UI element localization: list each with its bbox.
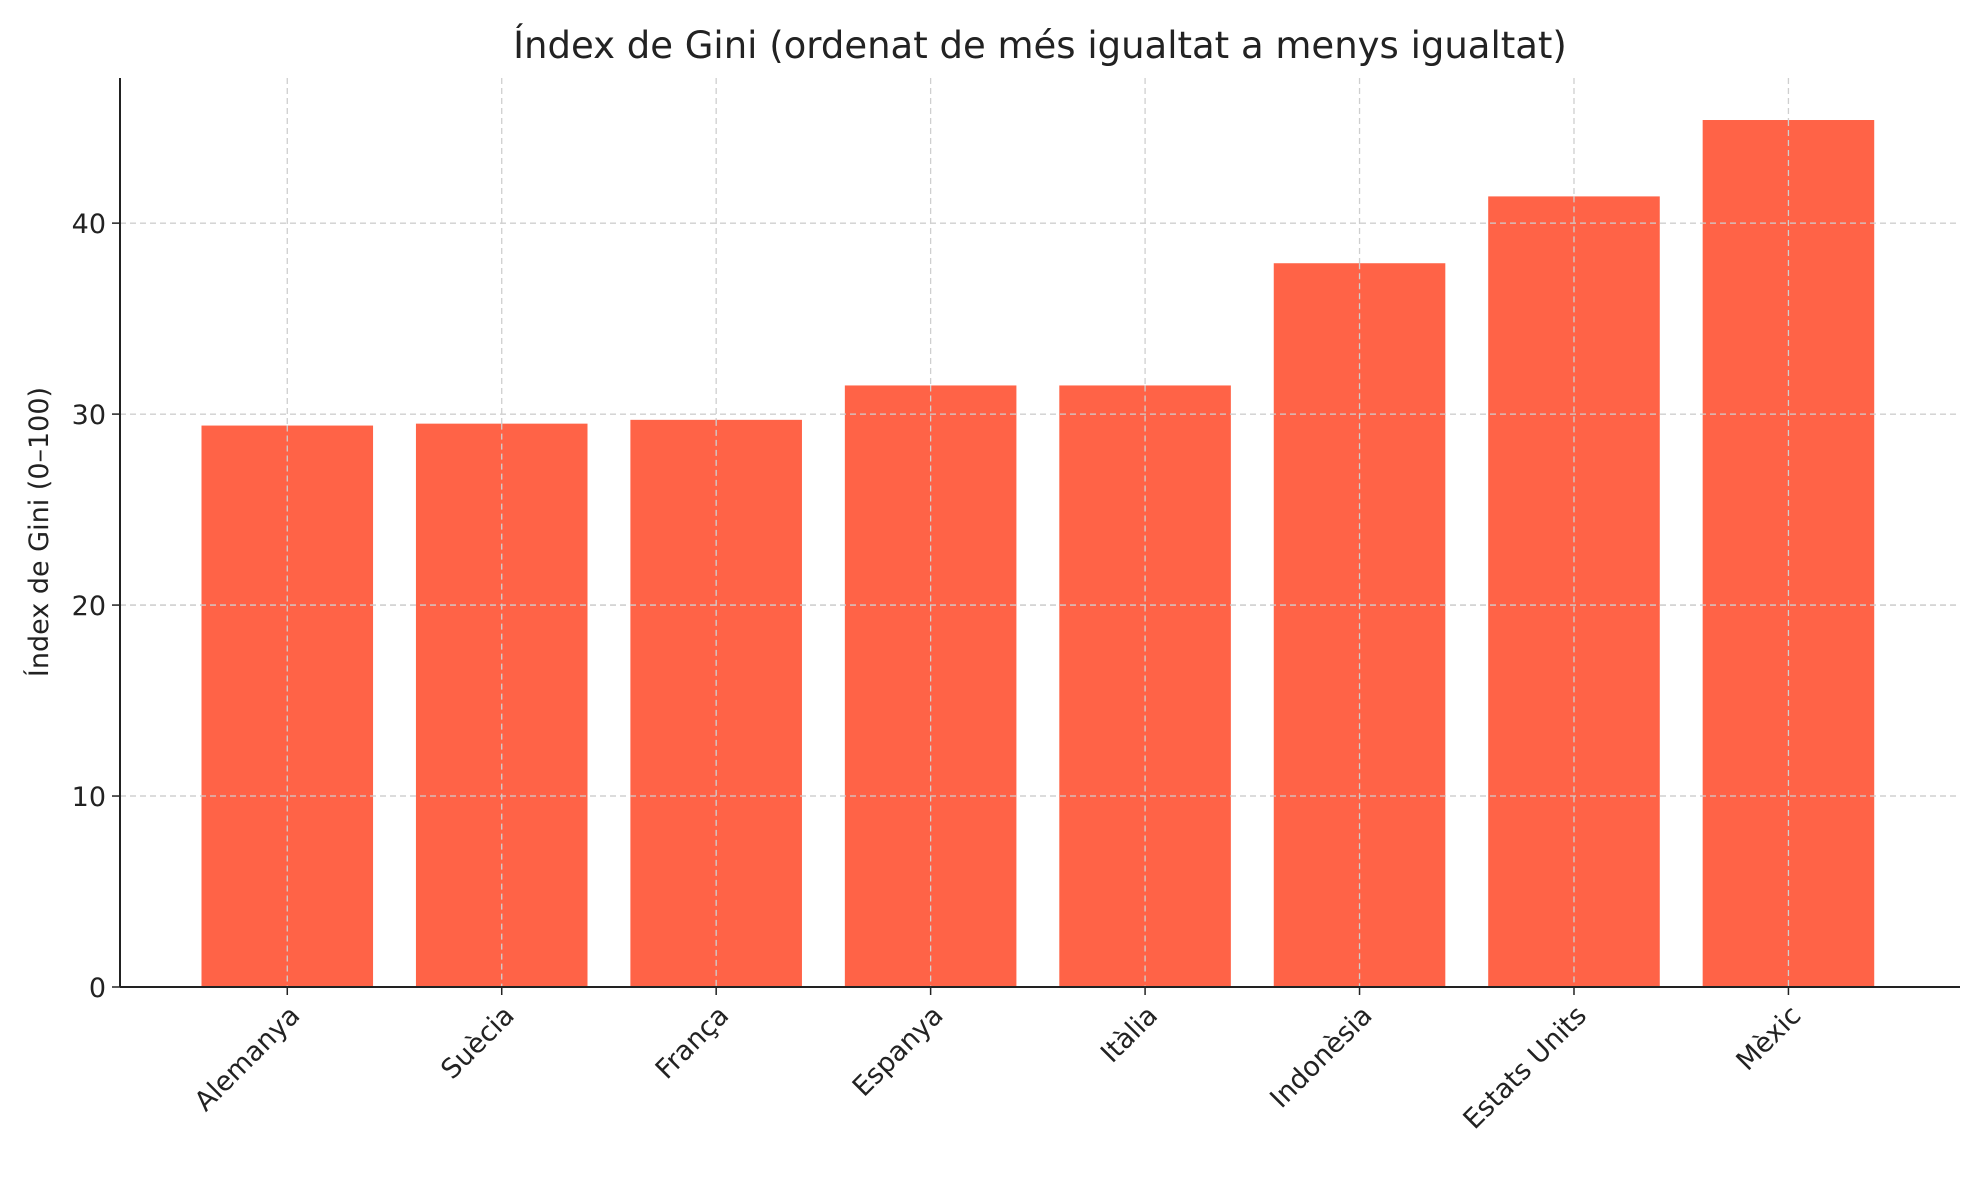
y-tick-label: 10 bbox=[72, 782, 106, 813]
y-tick-label: 0 bbox=[89, 973, 106, 1004]
x-tick-label: Estats Units bbox=[1458, 1000, 1593, 1135]
x-ticks: Alemanya Suècia França Espanya Itàlia Indonès… bbox=[189, 987, 1807, 1135]
x-tick-label: França bbox=[650, 1000, 735, 1085]
y-tick-label: 30 bbox=[72, 400, 106, 431]
x-tick-label: Alemanya bbox=[189, 1000, 306, 1117]
grid bbox=[120, 78, 1960, 987]
y-ticks: 0 10 20 30 40 bbox=[72, 209, 120, 1004]
axes bbox=[119, 78, 1960, 988]
x-tick-label: Mèxic bbox=[1730, 1000, 1807, 1077]
x-tick-label: Itàlia bbox=[1095, 1000, 1164, 1069]
y-axis-label: Índex de Gini (0–100) bbox=[23, 387, 55, 677]
chart-title: Índex de Gini (ordenat de més igualtat a… bbox=[513, 23, 1567, 67]
x-tick-label: Espanya bbox=[847, 1000, 950, 1103]
x-tick-label: Suècia bbox=[435, 1000, 520, 1085]
x-tick-label: Indonèsia bbox=[1264, 1000, 1378, 1114]
y-tick-label: 40 bbox=[72, 209, 106, 240]
y-tick-label: 20 bbox=[72, 591, 106, 622]
bars bbox=[120, 120, 1960, 988]
